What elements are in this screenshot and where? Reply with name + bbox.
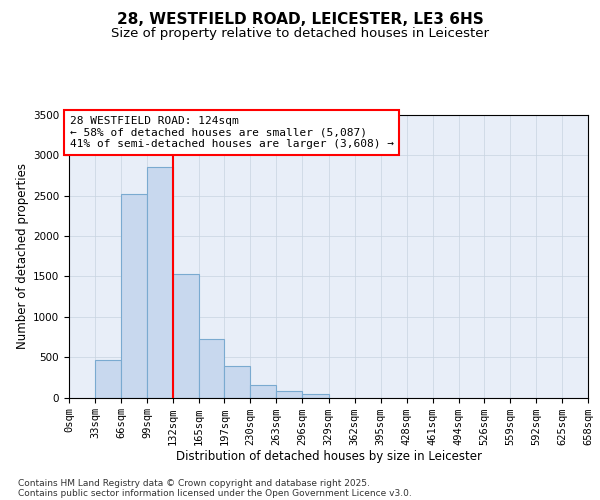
Bar	[224, 366, 250, 398]
Bar	[302, 394, 329, 398]
Text: 28, WESTFIELD ROAD, LEICESTER, LE3 6HS: 28, WESTFIELD ROAD, LEICESTER, LE3 6HS	[116, 12, 484, 28]
Bar	[147, 168, 173, 398]
Bar	[277, 390, 302, 398]
Text: Size of property relative to detached houses in Leicester: Size of property relative to detached ho…	[111, 28, 489, 40]
Bar	[121, 194, 147, 398]
Bar	[95, 360, 121, 398]
X-axis label: Distribution of detached houses by size in Leicester: Distribution of detached houses by size …	[176, 450, 482, 464]
Bar	[173, 274, 199, 398]
Text: Contains public sector information licensed under the Open Government Licence v3: Contains public sector information licen…	[18, 488, 412, 498]
Text: Contains HM Land Registry data © Crown copyright and database right 2025.: Contains HM Land Registry data © Crown c…	[18, 478, 370, 488]
Text: 28 WESTFIELD ROAD: 124sqm
← 58% of detached houses are smaller (5,087)
41% of se: 28 WESTFIELD ROAD: 124sqm ← 58% of detac…	[70, 116, 394, 149]
Bar	[199, 338, 224, 398]
Y-axis label: Number of detached properties: Number of detached properties	[16, 163, 29, 350]
Bar	[250, 386, 277, 398]
